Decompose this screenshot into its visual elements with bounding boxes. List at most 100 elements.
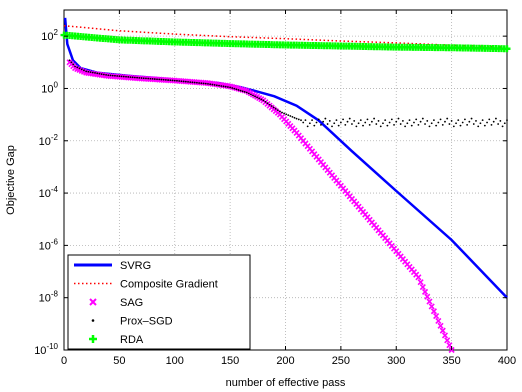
data-point [294, 117, 296, 119]
data-point [333, 122, 335, 124]
data-point [292, 116, 294, 118]
data-point [267, 102, 269, 104]
data-point [127, 76, 129, 78]
legend: SVRGComposite GradientSAGProx–SGDRDA [68, 255, 250, 349]
data-point [493, 121, 495, 123]
data-point [277, 109, 279, 111]
data-point [318, 118, 320, 120]
x-tick-label: 0 [61, 355, 67, 367]
data-point [141, 77, 143, 79]
data-point [132, 76, 134, 78]
legend-swatch [92, 319, 95, 322]
data-point [136, 77, 138, 79]
legend-label: RDA [120, 334, 144, 346]
data-point [256, 97, 258, 99]
data-point [271, 105, 273, 107]
data-point [468, 121, 470, 123]
data-point [488, 118, 490, 120]
data-point [373, 118, 375, 120]
data-point [362, 125, 364, 127]
data-point [185, 81, 187, 83]
data-point [473, 123, 475, 125]
data-point [283, 112, 285, 114]
x-tick-label: 250 [332, 355, 350, 367]
x-tick-label: 350 [442, 355, 460, 367]
data-point [87, 71, 89, 73]
data-point [273, 107, 275, 109]
x-tick-label: 150 [221, 355, 239, 367]
data-point [342, 118, 344, 120]
data-point [313, 125, 315, 127]
data-point [353, 120, 355, 122]
data-point [409, 119, 411, 121]
data-point [178, 80, 180, 82]
data-point [497, 123, 499, 125]
data-point [296, 118, 298, 120]
data-point [320, 124, 322, 126]
data-point [96, 72, 98, 74]
data-point [367, 118, 369, 120]
data-point [338, 125, 340, 127]
legend-label: Composite Gradient [120, 279, 218, 291]
data-point [252, 95, 254, 97]
data-point [380, 126, 382, 128]
data-point [172, 80, 174, 82]
data-point [393, 124, 395, 126]
data-point [156, 78, 158, 80]
data-point [371, 121, 373, 123]
y-tick-label: 10-10 [34, 342, 58, 357]
data-point [480, 122, 482, 124]
data-point [402, 120, 404, 122]
data-point [265, 101, 267, 103]
data-point [457, 119, 459, 121]
data-point [415, 118, 417, 120]
data-point [289, 115, 291, 117]
data-point [453, 126, 455, 128]
data-point [114, 75, 116, 77]
data-point [418, 124, 420, 126]
data-point [121, 75, 123, 77]
data-point [105, 74, 107, 76]
data-point [223, 85, 225, 87]
data-point [504, 122, 506, 124]
data-point [196, 82, 198, 84]
data-point [94, 72, 96, 74]
data-point [90, 71, 92, 73]
legend-label: Prox–SGD [120, 316, 173, 328]
data-point [209, 83, 211, 85]
data-point [116, 75, 118, 77]
data-point [423, 289, 428, 294]
data-point [471, 118, 473, 120]
data-point [176, 80, 178, 82]
data-point [425, 294, 430, 299]
data-point [446, 118, 448, 120]
data-point [322, 121, 324, 123]
data-point [420, 121, 422, 123]
data-point [438, 323, 443, 328]
data-point [183, 81, 185, 83]
data-point [378, 120, 380, 122]
data-point [238, 89, 240, 91]
x-tick-label: 300 [387, 355, 405, 367]
data-point [418, 280, 423, 285]
data-point [426, 120, 428, 122]
data-point [331, 126, 333, 128]
data-point [254, 96, 256, 98]
data-point [112, 75, 114, 77]
data-point [436, 318, 441, 323]
data-point [225, 86, 227, 88]
data-point [491, 124, 493, 126]
data-point [216, 84, 218, 86]
data-point [445, 338, 450, 343]
data-point [486, 122, 488, 124]
data-point [214, 84, 216, 86]
data-point [449, 123, 451, 125]
data-point [406, 122, 408, 124]
data-point [138, 77, 140, 79]
data-point [158, 79, 160, 81]
y-tick-label: 10-2 [39, 133, 59, 148]
data-point [495, 118, 497, 120]
data-point [163, 79, 165, 81]
data-point [369, 124, 371, 126]
data-point [246, 92, 248, 94]
